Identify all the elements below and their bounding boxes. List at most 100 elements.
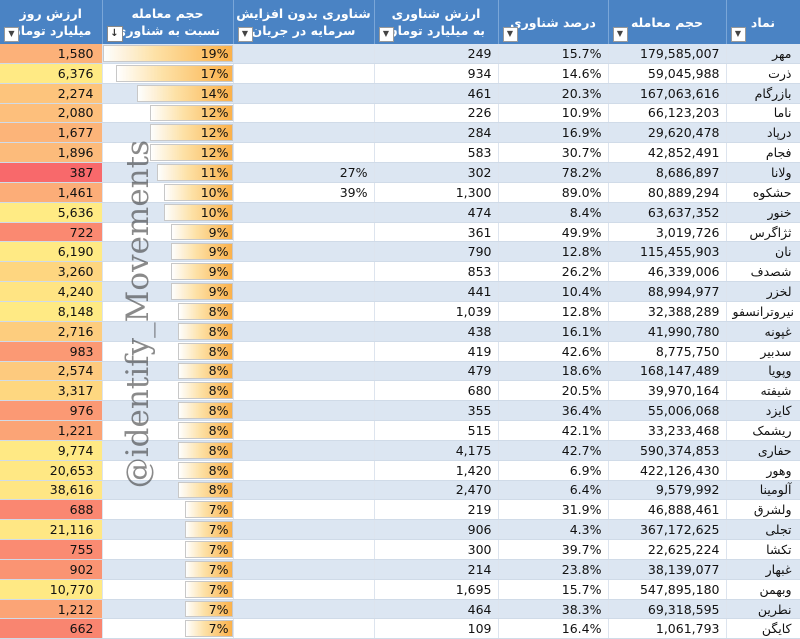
- symbol-cell: وهور: [726, 460, 800, 481]
- symbol-cell: نیروترانسفو: [726, 301, 800, 322]
- float-pct-cell: 12.8%: [498, 241, 609, 263]
- volume-ratio-cell: 8%: [102, 400, 234, 422]
- volume-ratio-bar: [177, 422, 232, 439]
- volume-ratio-bar: [170, 243, 232, 261]
- header-float-no-cap[interactable]: شناوری بدون افزایش سرمایه در جریان ▼: [233, 0, 375, 44]
- value-day-cell: 38,616: [0, 480, 103, 501]
- volume-cell: 69,318,595: [608, 599, 727, 620]
- header-volume[interactable]: حجم معامله ▼: [608, 0, 727, 44]
- volume-ratio-cell: 7%: [102, 579, 234, 600]
- volume-ratio-bar: [184, 541, 232, 558]
- volume-ratio-value: 11%: [200, 164, 229, 180]
- volume-cell: 3,019,726: [608, 222, 727, 243]
- float-no-cap-cell: [233, 380, 375, 402]
- table-row[interactable]: 3,317 8% 680 20.5% 39,970,164 شیفته: [0, 380, 800, 402]
- symbol-cell: غبهار: [726, 559, 800, 580]
- table-row[interactable]: 4,240 9% 441 10.4% 88,994,977 لخزر: [0, 281, 800, 302]
- symbol-cell: ریشمک: [726, 420, 800, 441]
- float-no-cap-cell: [233, 142, 375, 164]
- sort-descending-icon[interactable]: ↓: [106, 26, 123, 42]
- header-vol-ratio-label: حجم معامله نسبت به شناوری: [114, 6, 221, 38]
- volume-ratio-value: 14%: [200, 85, 229, 101]
- table-row[interactable]: 6,190 9% 790 12.8% 115,455,903 نان: [0, 241, 800, 263]
- table-row[interactable]: 755 7% 300 39.7% 22,625,224 تکشا: [0, 539, 800, 560]
- table-row[interactable]: 21,116 7% 906 4.3% 367,172,625 تجلی: [0, 519, 800, 541]
- table-row[interactable]: 387 11% 27% 302 78.2% 8,686,897 ولانا: [0, 162, 800, 183]
- volume-ratio-cell: 7%: [102, 618, 234, 639]
- table-row[interactable]: 1,212 7% 464 38.3% 69,318,595 نطرین: [0, 599, 800, 620]
- table-row[interactable]: 10,770 7% 1,695 15.7% 547,895,180 وبهمن: [0, 579, 800, 600]
- symbol-cell: حشکوه: [726, 182, 800, 203]
- table-row[interactable]: 38,616 8% 2,470 6.4% 9,579,992 آلومینا: [0, 480, 800, 501]
- table-row[interactable]: 1,677 12% 284 16.9% 29,620,478 درپاد: [0, 122, 800, 144]
- volume-ratio-value: 8%: [208, 442, 229, 458]
- volume-ratio-bar: [150, 104, 232, 122]
- float-pct-cell: 16.4%: [498, 618, 609, 639]
- volume-ratio-cell: 8%: [102, 380, 234, 402]
- filter-icon[interactable]: ▼: [4, 27, 19, 42]
- volume-ratio-cell: 9%: [102, 281, 234, 302]
- float-pct-cell: 49.9%: [498, 222, 609, 243]
- header-float-value[interactable]: ارزش شناوری به میلیارد تومان ▼: [374, 0, 499, 44]
- table-row[interactable]: 1,580 19% 249 15.7% 179,585,007 مهر: [0, 44, 800, 64]
- header-float-pct[interactable]: درصد شناوری ▼: [498, 0, 609, 44]
- float-value-cell: 934: [374, 63, 499, 84]
- header-value-day[interactable]: ارزش روز میلیارد تومان ▼: [0, 0, 103, 44]
- volume-ratio-cell: 11%: [102, 162, 234, 183]
- header-vol-ratio[interactable]: حجم معامله نسبت به شناوری ↓: [102, 0, 234, 44]
- filter-icon[interactable]: ▼: [730, 27, 746, 42]
- float-value-cell: 583: [374, 142, 499, 164]
- volume-ratio-bar: [102, 45, 232, 62]
- table-row[interactable]: 2,080 12% 226 10.9% 66,123,203 ناما: [0, 103, 800, 124]
- table-row[interactable]: 1,221 8% 515 42.1% 33,233,468 ریشمک: [0, 420, 800, 441]
- filter-icon[interactable]: ▼: [612, 27, 628, 42]
- float-no-cap-cell: [233, 241, 375, 263]
- table-row[interactable]: 9,774 8% 4,175 42.7% 590,374,853 حفاری: [0, 440, 800, 461]
- value-day-cell: 1,221: [0, 420, 103, 441]
- float-pct-cell: 4.3%: [498, 519, 609, 541]
- float-no-cap-cell: [233, 480, 375, 501]
- volume-ratio-cell: 8%: [102, 361, 234, 382]
- value-day-cell: 10,770: [0, 579, 103, 600]
- volume-ratio-value: 17%: [200, 65, 229, 81]
- table-row[interactable]: 662 7% 109 16.4% 1,061,793 کایگن: [0, 618, 800, 639]
- table-row[interactable]: 2,574 8% 479 18.6% 168,147,489 وپویا: [0, 361, 800, 382]
- volume-cell: 29,620,478: [608, 122, 727, 144]
- volume-ratio-value: 8%: [208, 422, 229, 438]
- volume-ratio-value: 8%: [208, 482, 229, 498]
- table-row[interactable]: 5,636 10% 474 8.4% 63,637,352 خنور: [0, 202, 800, 223]
- table-row[interactable]: 1,896 12% 583 30.7% 42,852,491 فجام: [0, 142, 800, 164]
- table-row[interactable]: 2,716 8% 438 16.1% 41,990,780 غپونه: [0, 321, 800, 342]
- volume-cell: 115,455,903: [608, 241, 727, 263]
- volume-ratio-value: 9%: [208, 244, 229, 260]
- float-value-cell: 474: [374, 202, 499, 223]
- volume-ratio-cell: 12%: [102, 142, 234, 164]
- float-no-cap-cell: [233, 44, 375, 64]
- filter-icon[interactable]: ▼: [378, 27, 394, 42]
- value-day-cell: 983: [0, 341, 103, 362]
- table-row[interactable]: 688 7% 219 31.9% 46,888,461 ولشرق: [0, 499, 800, 521]
- float-no-cap-cell: [233, 321, 375, 342]
- float-no-cap-cell: [233, 361, 375, 382]
- volume-ratio-cell: 8%: [102, 440, 234, 461]
- table-row[interactable]: 3,260 9% 853 26.2% 46,339,006 شصدف: [0, 261, 800, 283]
- header-symbol[interactable]: نماد ▼: [726, 0, 800, 44]
- table-row[interactable]: 20,653 8% 1,420 6.9% 422,126,430 وهور: [0, 460, 800, 481]
- volume-cell: 55,006,068: [608, 400, 727, 422]
- table-row[interactable]: 2,274 14% 461 20.3% 167,063,616 بازرگام: [0, 83, 800, 104]
- volume-ratio-bar: [184, 580, 232, 598]
- table-row[interactable]: 722 9% 361 49.9% 3,019,726 ثژاگرس: [0, 222, 800, 243]
- filter-icon[interactable]: ▼: [237, 27, 253, 42]
- table-row[interactable]: 983 8% 419 42.6% 8,775,750 سدبیر: [0, 341, 800, 362]
- table-row[interactable]: 902 7% 214 23.8% 38,139,077 غبهار: [0, 559, 800, 580]
- float-pct-cell: 42.7%: [498, 440, 609, 461]
- value-day-cell: 688: [0, 499, 103, 521]
- table-row[interactable]: 1,461 10% 39% 1,300 89.0% 80,889,294 حشکوه: [0, 182, 800, 203]
- float-pct-cell: 89.0%: [498, 182, 609, 203]
- table-row[interactable]: 976 8% 355 36.4% 55,006,068 کایزد: [0, 400, 800, 422]
- float-pct-cell: 26.2%: [498, 261, 609, 283]
- float-no-cap-cell: [233, 301, 375, 322]
- table-row[interactable]: 6,376 17% 934 14.6% 59,045,988 ذرت: [0, 63, 800, 84]
- table-row[interactable]: 8,148 8% 1,039 12.8% 32,388,289 نیروترانسفو: [0, 301, 800, 322]
- filter-icon[interactable]: ▼: [502, 27, 518, 42]
